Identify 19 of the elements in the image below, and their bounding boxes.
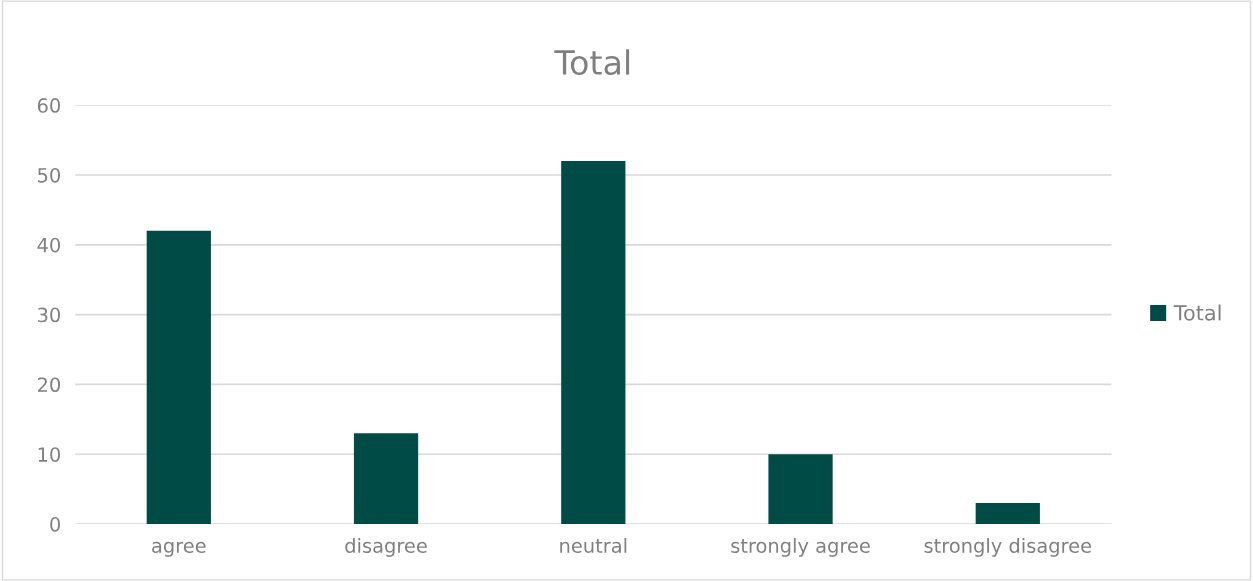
x-tick-label: agree — [152, 541, 206, 557]
bar — [975, 503, 1040, 525]
legend-label: Total — [1173, 304, 1221, 321]
y-tick-label: 40 — [37, 237, 60, 253]
x-tick-label: strongly disagree — [924, 537, 1092, 557]
chart-title: Total — [554, 49, 630, 76]
y-tick-label: 10 — [38, 447, 60, 462]
bar — [353, 433, 419, 525]
x-tick-label: disagree — [345, 537, 427, 557]
x-tick-label: neutral — [560, 537, 627, 553]
bar — [561, 161, 626, 525]
y-tick-label: 0 — [50, 517, 60, 532]
bar — [146, 230, 211, 525]
y-tick-label: 20 — [37, 377, 60, 393]
bar — [768, 454, 833, 525]
y-tick-label: 60 — [37, 98, 60, 113]
x-tick-label: strongly agree — [731, 537, 870, 557]
y-tick-label: 50 — [38, 167, 60, 183]
y-tick-label: 30 — [38, 307, 60, 323]
